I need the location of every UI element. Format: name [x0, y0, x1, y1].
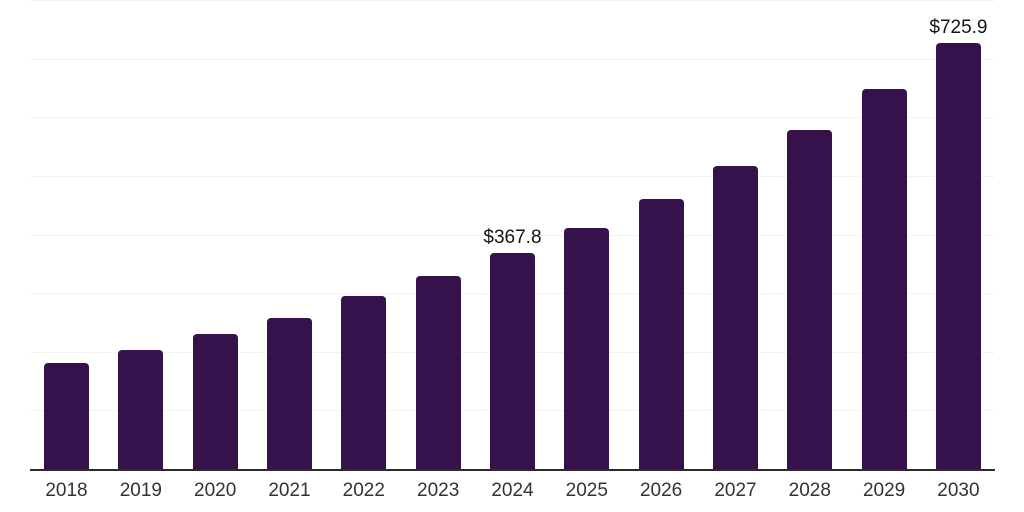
- x-tick-2026: 2026: [639, 480, 683, 501]
- x-tick-2023: 2023: [417, 480, 460, 501]
- x-tick-2030: 2030: [937, 480, 980, 501]
- gridline-800: [30, 0, 995, 1]
- bar-2028: [787, 129, 833, 469]
- x-tick-2021: 2021: [268, 480, 311, 501]
- x-tick-2024: 2024: [491, 480, 534, 501]
- bar-2027: [712, 166, 758, 469]
- bar-2018: [44, 362, 89, 469]
- bar-2025: [564, 227, 610, 469]
- x-axis-labels: 2018 2019 2020 2021 2022 2023 2024 2025 2026 2027…: [30, 471, 995, 502]
- x-tick-2028: 2028: [788, 480, 831, 501]
- bars-container: $367.8 $725.9: [30, 0, 995, 469]
- bar-value-label-2024: $367.8: [483, 227, 542, 249]
- bar-value-label-2030: $725.9: [929, 17, 988, 39]
- bar-2022: [341, 296, 387, 469]
- x-tick-2025: 2025: [565, 480, 608, 501]
- gridline-500: [30, 175, 995, 177]
- bar-2021: [266, 317, 312, 469]
- bar-2024: $367.8: [483, 227, 542, 469]
- bar-2026: [638, 198, 684, 469]
- x-tick-2018: 2018: [45, 480, 88, 501]
- x-tick-2020: 2020: [194, 480, 237, 501]
- x-tick-2029: 2029: [862, 480, 906, 501]
- bar-2019: [118, 350, 164, 469]
- gridline-600: [30, 117, 995, 119]
- bar-2030: $725.9: [929, 17, 988, 469]
- x-tick-2019: 2019: [119, 480, 162, 501]
- x-tick-2027: 2027: [714, 480, 757, 501]
- plot-area: $367.8 $725.9: [30, 0, 995, 471]
- gridline-400: [30, 234, 995, 236]
- bar-2029: [861, 89, 907, 469]
- bar-2023: [415, 276, 461, 469]
- gridline-700: [30, 58, 995, 60]
- x-tick-2022: 2022: [342, 480, 385, 501]
- bar-2020: [192, 334, 238, 469]
